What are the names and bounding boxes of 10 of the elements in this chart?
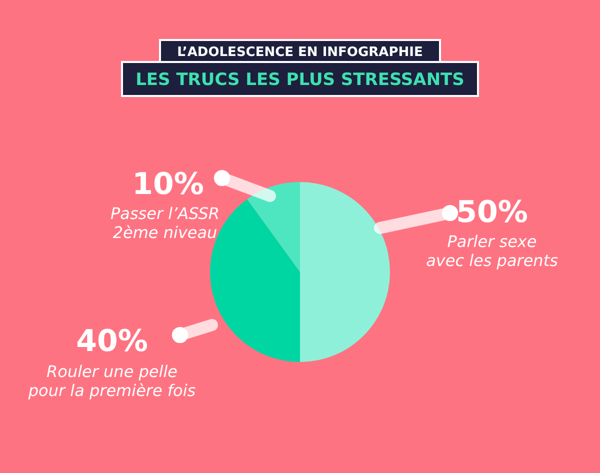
data-label: 50% [456,195,528,230]
pie-slice [247,182,300,272]
chart-title: L’ADOLESCENCE EN INFOGRAPHIE [177,45,423,60]
slice-label: Passer l’ASSR 2ème niveau [110,204,220,242]
data-label: 10% [132,167,204,202]
slice-label: Parler sexe avec les parents [426,232,558,270]
pie-slice [300,182,390,362]
chart-subtitle: LES TRUCS LES PLUS STRESSANTS [136,70,464,90]
slice-label: Rouler une pelle pour la première fois [27,362,196,400]
data-label: 40% [76,324,148,359]
